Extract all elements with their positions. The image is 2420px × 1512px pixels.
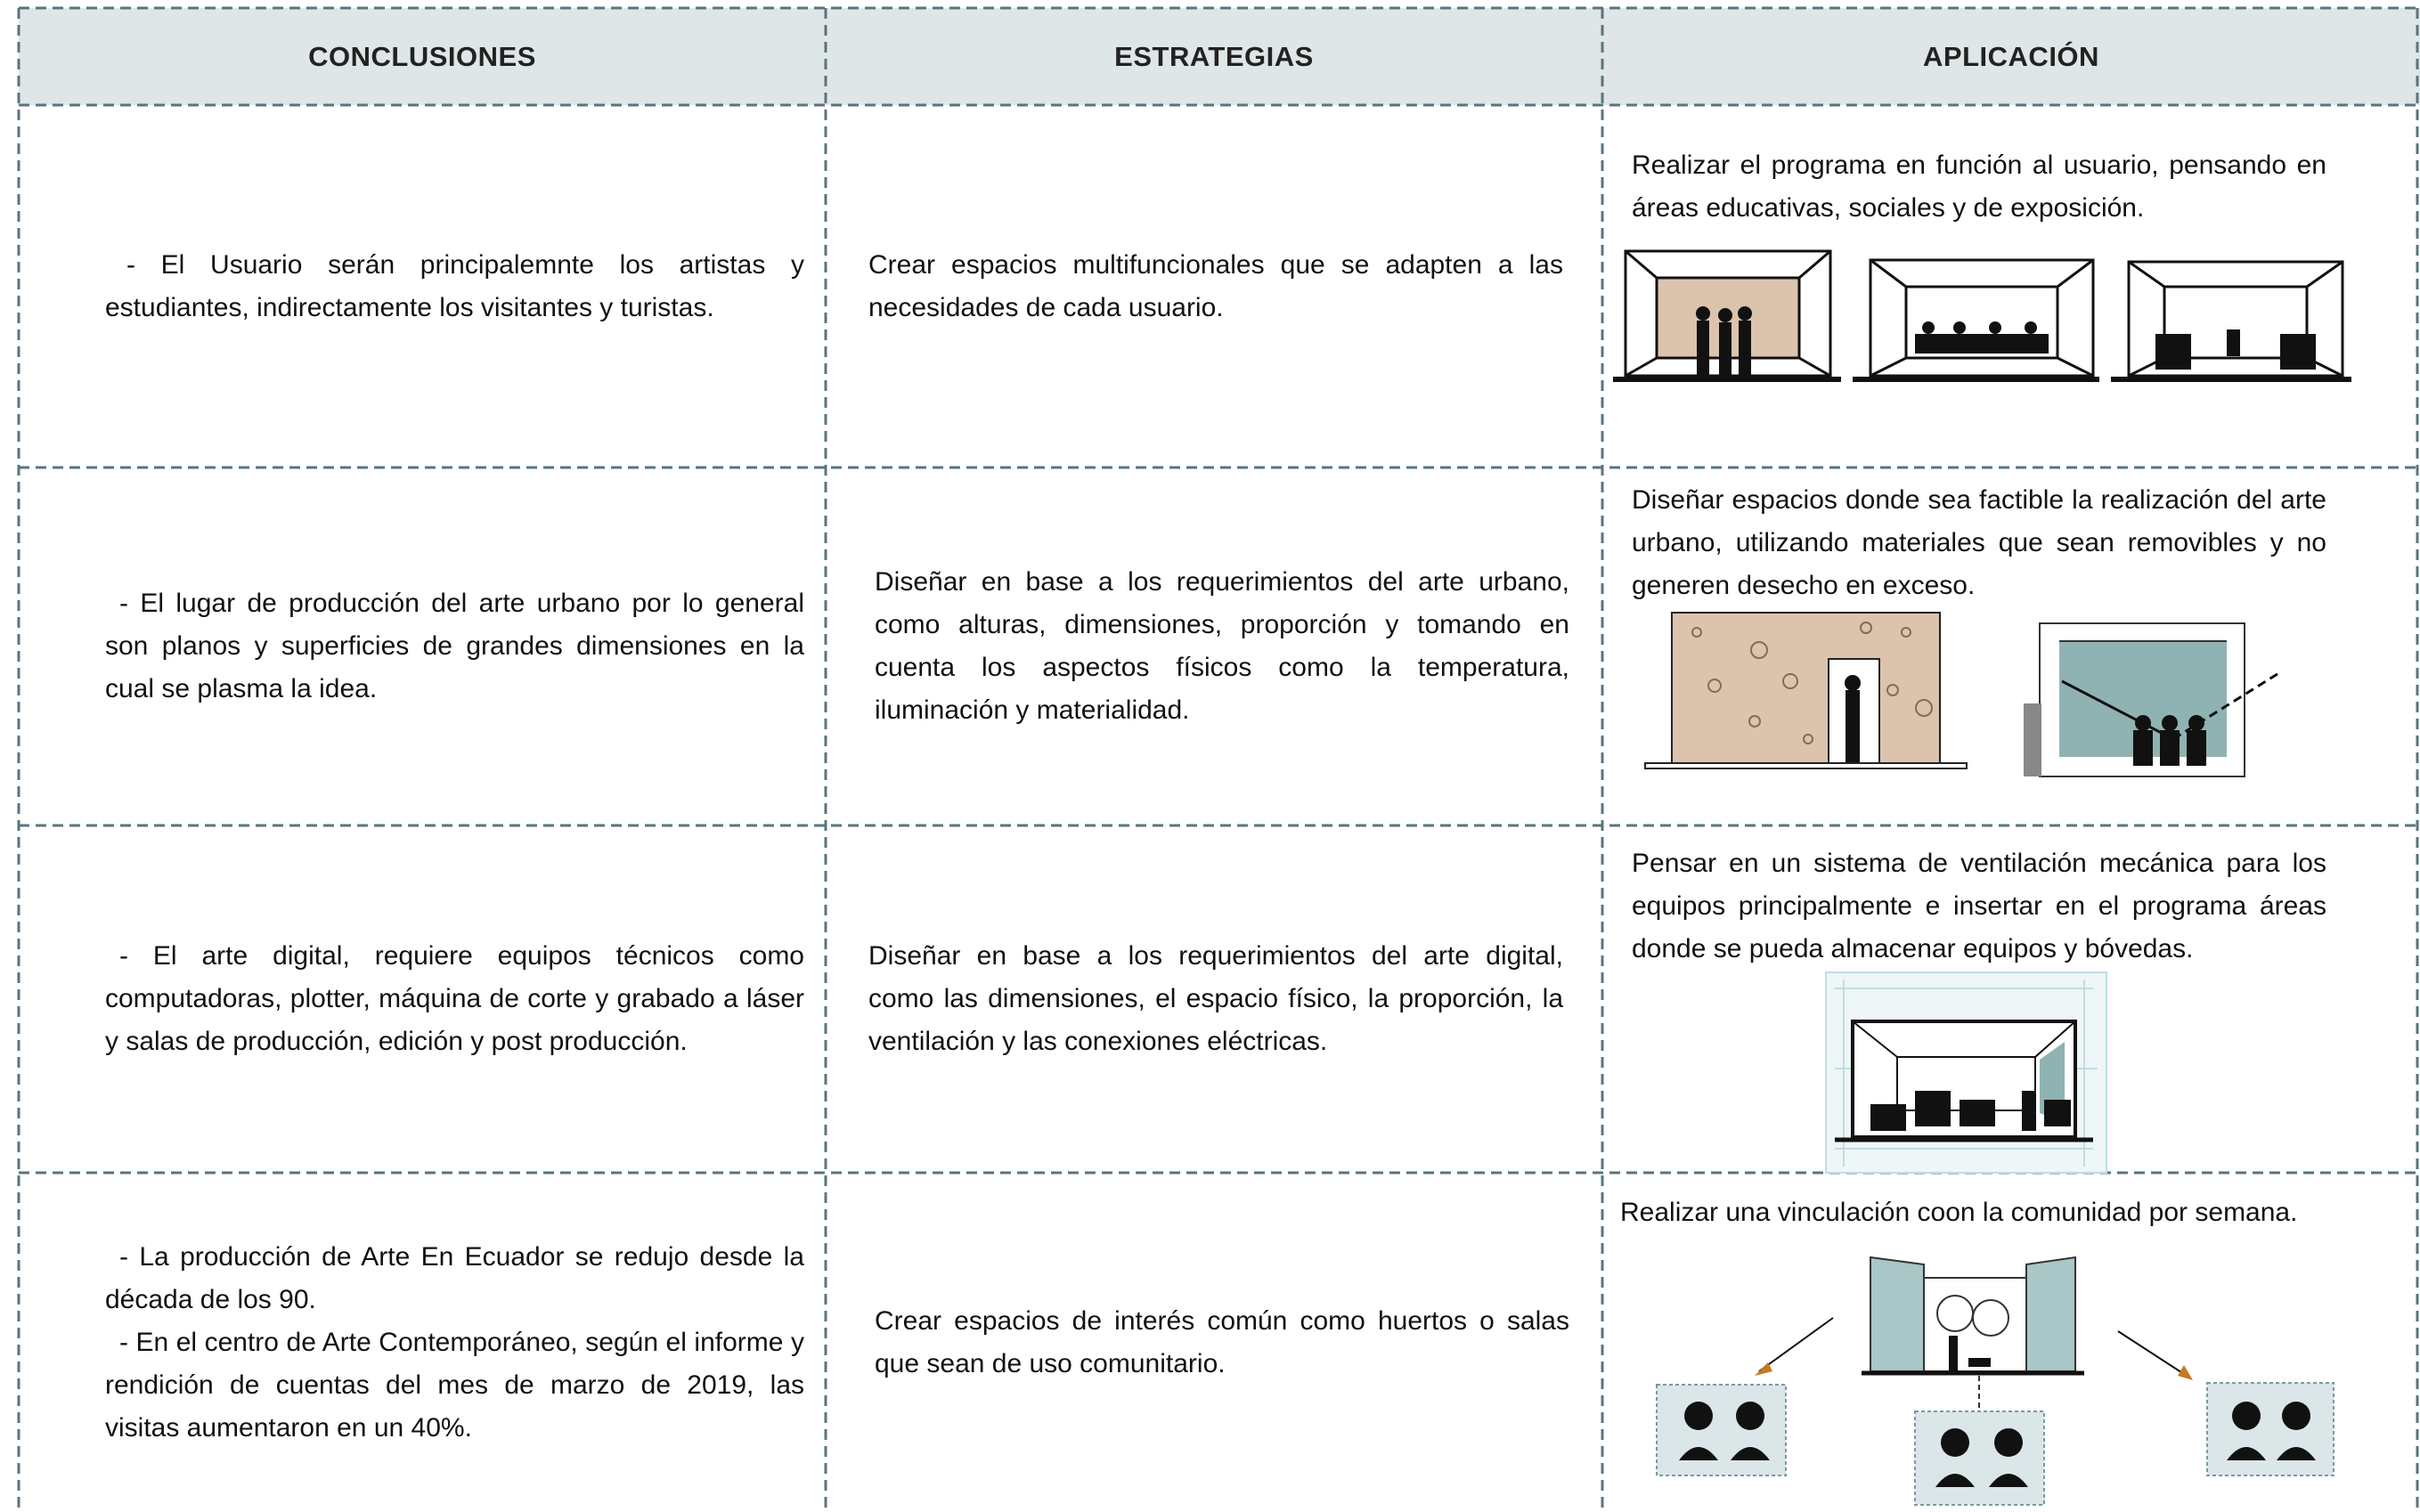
column-header: ESTRATEGIAS [1114,40,1314,72]
column-header: CONCLUSIONES [308,40,536,72]
conclusion-cell: - El arte digital, requiere equipos técn… [105,825,804,1173]
conclusion-cell: - El lugar de producción del arte urbano… [105,467,804,825]
column-header: APLICACIÓN [1923,40,2099,72]
community-illustration [1656,1256,2334,1506]
conclusion-text: - En el centro de Arte Contemporáneo, se… [105,1327,804,1443]
conclusion-text: - El lugar de producción del arte urbano… [105,589,804,703]
conclusion-text: - La producción de Arte En Ecuador se re… [105,1241,804,1314]
conclusion-text: - El arte digital, requiere equipos técn… [105,941,804,1056]
conclusion-cell: - El Usuario serán principalemnte los ar… [105,105,804,467]
strategy-text: Crear espacios de interés común como hue… [875,1305,1569,1378]
strategy-cell: Crear espacios multifuncionales que se a… [868,105,1563,467]
people-silhouettes [1696,306,2316,376]
application-text: Diseñar espacios donde sea factible la r… [1632,485,2326,600]
strategy-cell: Diseñar en base a los requerimientos del… [875,467,1569,825]
application-text: Realizar el programa en función al usuar… [1632,150,2326,223]
urban-wall-illustration [1644,612,2281,777]
strategy-cell: Diseñar en base a los requerimientos del… [868,825,1563,1173]
strategy-cell: Crear espacios de interés común como hue… [875,1173,1569,1512]
digital-room-illustration [1825,971,2107,1174]
strategy-text: Crear espacios multifuncionales que se a… [868,249,1563,322]
header-background [19,8,2420,105]
strategy-text: Diseñar en base a los requerimientos del… [875,567,1569,725]
conclusion-text: - El Usuario serán principalemnte los ar… [105,249,804,322]
conclusion-cell: - La producción de Arte En Ecuador se re… [105,1173,804,1512]
application-text: Pensar en un sistema de ventilación mecá… [1632,849,2326,963]
strategy-text: Diseñar en base a los requerimientos del… [868,941,1563,1056]
application-text: Realizar una vinculación coon la comunid… [1620,1198,2298,1227]
